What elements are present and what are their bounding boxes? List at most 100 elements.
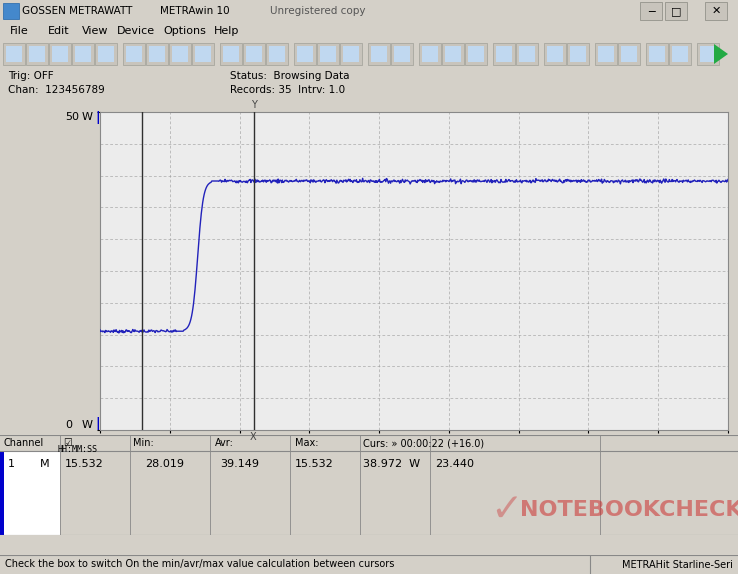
Bar (195, 46, 211, 62)
Bar (516, 43, 538, 65)
Bar (340, 43, 362, 65)
Bar (126, 46, 142, 62)
Bar (640, 2, 662, 20)
Bar (220, 43, 242, 65)
Bar (621, 46, 637, 62)
Text: Records: 35  Intrv: 1.0: Records: 35 Intrv: 1.0 (230, 85, 345, 95)
Text: |: | (96, 111, 100, 124)
Bar (371, 46, 387, 62)
Text: Curs: » 00:00:22 (+16.0): Curs: » 00:00:22 (+16.0) (363, 438, 484, 448)
Text: 39.149: 39.149 (220, 459, 259, 469)
Text: Trig: OFF: Trig: OFF (8, 71, 54, 81)
Text: 1: 1 (8, 459, 15, 469)
Bar (317, 43, 339, 65)
Bar (493, 43, 515, 65)
Bar (75, 46, 91, 62)
Text: ─: ─ (648, 6, 655, 16)
Bar (669, 43, 691, 65)
Bar (3, 3, 19, 19)
Bar (266, 43, 288, 65)
Bar (343, 46, 359, 62)
Bar (567, 43, 589, 65)
Text: Channel: Channel (3, 438, 44, 448)
Text: File: File (10, 26, 29, 36)
Bar (394, 46, 410, 62)
Bar (246, 46, 262, 62)
Bar (547, 46, 563, 62)
Text: W: W (82, 420, 93, 430)
Text: M: M (40, 459, 49, 469)
Bar (368, 43, 390, 65)
Text: Help: Help (214, 26, 239, 36)
Bar (519, 46, 535, 62)
Bar (544, 43, 566, 65)
Bar (570, 46, 586, 62)
Text: Options: Options (163, 26, 206, 36)
Bar (649, 46, 665, 62)
Bar (697, 43, 719, 65)
Bar (95, 43, 117, 65)
Text: Avr:: Avr: (215, 438, 234, 448)
Bar (49, 43, 71, 65)
Bar (445, 46, 461, 62)
Text: Device: Device (117, 26, 155, 36)
Text: Max:: Max: (295, 438, 319, 448)
Bar (598, 46, 614, 62)
Text: Chan:  123456789: Chan: 123456789 (8, 85, 105, 95)
Text: Status:  Browsing Data: Status: Browsing Data (230, 71, 350, 81)
Bar (705, 2, 727, 20)
Bar (223, 46, 239, 62)
Bar (465, 43, 487, 65)
Text: ☑: ☑ (63, 438, 72, 448)
Bar (98, 46, 114, 62)
Bar (52, 46, 68, 62)
Bar (294, 43, 316, 65)
Bar (468, 46, 484, 62)
Bar (646, 43, 668, 65)
Text: View: View (82, 26, 108, 36)
Bar (422, 46, 438, 62)
Bar (72, 43, 94, 65)
Text: Y: Y (251, 100, 256, 110)
Bar (146, 43, 168, 65)
Bar (419, 43, 441, 65)
Bar (29, 46, 45, 62)
Bar (0, 435, 738, 451)
Bar (700, 46, 716, 62)
Text: 15.532: 15.532 (295, 459, 334, 469)
Bar (391, 43, 413, 65)
Bar (243, 43, 265, 65)
Text: Min:: Min: (133, 438, 154, 448)
Text: METRAHit Starline-Seri: METRAHit Starline-Seri (622, 560, 733, 569)
Bar (618, 43, 640, 65)
Bar (297, 46, 313, 62)
Text: 0: 0 (65, 420, 72, 430)
Bar (496, 46, 512, 62)
Bar (665, 2, 687, 20)
Text: Unregistered copy: Unregistered copy (270, 6, 365, 16)
Bar (269, 46, 285, 62)
Bar (320, 46, 336, 62)
Text: NOTEBOOKCHECK: NOTEBOOKCHECK (520, 500, 738, 520)
Text: Check the box to switch On the min/avr/max value calculation between cursors: Check the box to switch On the min/avr/m… (5, 560, 394, 569)
Text: X: X (250, 432, 257, 442)
Text: 15.532: 15.532 (65, 459, 104, 469)
Bar (3, 43, 25, 65)
Text: 38.972  W: 38.972 W (363, 459, 420, 469)
Text: METRAwin 10: METRAwin 10 (160, 6, 230, 16)
Text: □: □ (671, 6, 681, 16)
Bar (595, 43, 617, 65)
Bar (172, 46, 188, 62)
Text: |: | (96, 417, 100, 430)
Bar (6, 46, 22, 62)
Text: W: W (82, 112, 93, 122)
Bar (672, 46, 688, 62)
Text: 23.440: 23.440 (435, 459, 474, 469)
Polygon shape (714, 44, 728, 64)
Bar (26, 43, 48, 65)
Bar (0, 451, 60, 535)
Bar (442, 43, 464, 65)
Bar (169, 43, 191, 65)
Text: ✕: ✕ (711, 6, 721, 16)
Text: Edit: Edit (48, 26, 69, 36)
